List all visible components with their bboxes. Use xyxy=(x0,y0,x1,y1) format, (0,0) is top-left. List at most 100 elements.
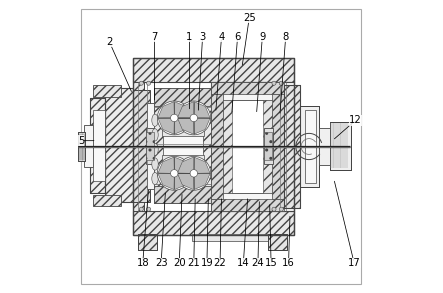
Text: 15: 15 xyxy=(265,258,277,268)
Circle shape xyxy=(171,114,178,122)
Bar xyxy=(162,155,204,164)
Polygon shape xyxy=(194,173,210,190)
Polygon shape xyxy=(174,173,190,190)
Circle shape xyxy=(190,114,198,122)
Polygon shape xyxy=(158,173,174,190)
Bar xyxy=(284,85,299,208)
Bar xyxy=(299,106,319,187)
Circle shape xyxy=(272,81,276,85)
Bar xyxy=(147,103,155,189)
Bar xyxy=(319,127,330,166)
Bar xyxy=(78,132,85,161)
Polygon shape xyxy=(178,118,194,134)
Bar xyxy=(155,106,163,186)
Circle shape xyxy=(279,81,284,85)
Polygon shape xyxy=(174,102,190,118)
Text: 16: 16 xyxy=(282,258,295,268)
Text: 1: 1 xyxy=(186,32,193,42)
Bar xyxy=(268,234,287,250)
Bar xyxy=(132,90,150,202)
Bar xyxy=(132,57,295,236)
Bar xyxy=(284,85,299,208)
Polygon shape xyxy=(174,157,190,173)
Bar xyxy=(132,82,144,211)
Text: 25: 25 xyxy=(243,13,256,23)
Bar xyxy=(223,100,232,193)
Text: 14: 14 xyxy=(237,258,250,268)
Bar xyxy=(272,94,284,199)
Circle shape xyxy=(157,101,191,135)
Circle shape xyxy=(272,207,276,211)
Text: 19: 19 xyxy=(201,258,213,268)
Polygon shape xyxy=(158,102,174,118)
Bar xyxy=(284,82,295,211)
Bar xyxy=(192,234,268,241)
Bar xyxy=(162,107,204,113)
Circle shape xyxy=(177,156,211,190)
Bar xyxy=(162,178,204,184)
Bar xyxy=(146,127,155,164)
Bar xyxy=(155,88,211,203)
Text: 4: 4 xyxy=(218,32,225,42)
Bar xyxy=(85,125,93,167)
Polygon shape xyxy=(194,157,210,173)
Polygon shape xyxy=(158,118,174,134)
Text: 21: 21 xyxy=(187,258,200,268)
Text: 22: 22 xyxy=(214,258,226,268)
Circle shape xyxy=(171,170,178,177)
Bar xyxy=(305,110,316,183)
Polygon shape xyxy=(178,157,194,173)
Text: 23: 23 xyxy=(155,258,167,268)
Bar xyxy=(263,100,272,193)
Polygon shape xyxy=(194,118,210,134)
Circle shape xyxy=(139,81,144,85)
Bar xyxy=(138,234,157,250)
Bar xyxy=(138,234,157,250)
Bar xyxy=(93,85,121,97)
Circle shape xyxy=(157,156,191,190)
Ellipse shape xyxy=(152,143,158,156)
Bar xyxy=(211,82,295,211)
Bar xyxy=(90,98,105,193)
Polygon shape xyxy=(178,173,194,190)
Bar xyxy=(93,195,121,206)
Bar xyxy=(211,82,284,94)
Circle shape xyxy=(190,170,198,177)
Bar xyxy=(211,94,223,199)
Text: 6: 6 xyxy=(234,32,241,42)
Bar xyxy=(211,199,284,211)
Bar xyxy=(93,107,105,184)
Bar xyxy=(330,122,351,170)
Text: 2: 2 xyxy=(106,37,113,47)
Circle shape xyxy=(147,81,151,85)
Ellipse shape xyxy=(152,158,158,170)
Circle shape xyxy=(279,207,284,211)
Text: 8: 8 xyxy=(283,32,289,42)
Bar xyxy=(264,132,272,160)
Bar xyxy=(146,132,154,160)
Polygon shape xyxy=(158,157,174,173)
Bar xyxy=(93,110,105,181)
Bar xyxy=(223,100,272,193)
Bar xyxy=(202,106,211,186)
Text: 9: 9 xyxy=(259,32,265,42)
Circle shape xyxy=(147,207,151,211)
Bar xyxy=(78,132,85,161)
Ellipse shape xyxy=(152,114,158,126)
Bar xyxy=(90,98,105,193)
Text: 5: 5 xyxy=(78,136,84,146)
Circle shape xyxy=(139,207,144,211)
Text: 17: 17 xyxy=(348,258,361,268)
Bar xyxy=(155,88,211,106)
Polygon shape xyxy=(174,118,190,134)
Bar xyxy=(132,57,295,82)
Text: 24: 24 xyxy=(252,258,264,268)
Bar xyxy=(105,88,132,202)
Ellipse shape xyxy=(152,173,158,185)
Polygon shape xyxy=(194,102,210,118)
Bar xyxy=(155,186,211,203)
Text: 3: 3 xyxy=(199,32,206,42)
Ellipse shape xyxy=(152,129,158,141)
Text: 12: 12 xyxy=(349,115,362,125)
Bar xyxy=(299,106,319,187)
